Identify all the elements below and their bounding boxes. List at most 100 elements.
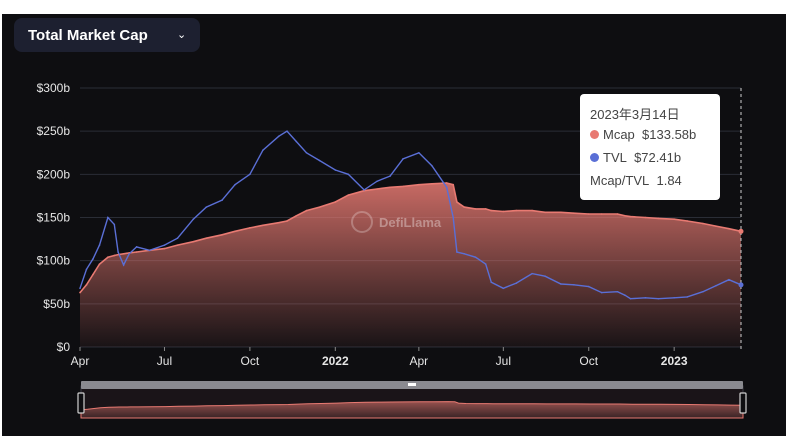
mcap-point (544, 211, 546, 214)
tvl-point (644, 296, 647, 299)
tvl-point (657, 297, 660, 300)
mcap-point (515, 209, 518, 212)
tvl-dot-icon (590, 153, 599, 162)
mcap-point (600, 213, 603, 215)
mcap-point (715, 225, 717, 227)
tooltip-date: 2023年3月14日 (590, 107, 680, 122)
tooltip-ratio-label: Mcap/TVL (590, 173, 650, 188)
range-slider-grip-icon[interactable] (408, 383, 416, 386)
chevron-down-icon: ⌄ (177, 28, 187, 41)
tvl-point (531, 272, 533, 275)
tvl-point (277, 135, 280, 138)
tvl-point (452, 216, 455, 219)
mcap-point (728, 227, 730, 230)
tvl-point (122, 264, 125, 266)
mcap-point (573, 212, 575, 214)
tvl-point (192, 218, 195, 221)
metric-selector-dropdown[interactable]: Total Market Cap ⌄ (14, 18, 200, 52)
watermark-text: DefiLlama (379, 215, 442, 230)
tvl-point (92, 258, 94, 260)
tvl-point (205, 206, 208, 208)
tvl-point (463, 252, 466, 255)
mcap-point (85, 284, 88, 286)
mcap-line (79, 182, 742, 294)
tvl-point (544, 275, 546, 278)
mcap-point (163, 247, 166, 250)
tvl-point (389, 175, 391, 177)
mcap-point (135, 251, 138, 253)
tvl-point (262, 149, 264, 151)
mcap-point (657, 217, 660, 220)
mcap-point (474, 208, 477, 210)
range-slider-preview (80, 401, 744, 419)
y-tick-label: $150b (37, 211, 71, 225)
mcap-point (92, 273, 94, 276)
y-tick-label: $0 (57, 340, 71, 354)
chart-tooltip: 2023年3月14日 Mcap $133.58b TVL $72.41b Mca… (580, 94, 720, 200)
tvl-point (484, 263, 487, 265)
y-tick-label: $250b (37, 124, 71, 138)
tvl-point (715, 284, 717, 287)
mcap-point (624, 214, 626, 217)
mcap-point (456, 201, 458, 203)
tvl-point (334, 169, 337, 171)
tvl-point (98, 244, 101, 246)
mcap-point (587, 213, 590, 215)
mcap-point (305, 209, 308, 212)
mcap-point (277, 221, 280, 224)
tooltip-tvl-label: TVL (603, 150, 627, 165)
metric-selector-label: Total Market Cap (28, 27, 148, 44)
range-slider-right-handle[interactable] (739, 392, 747, 414)
x-tick-label: 2022 (322, 354, 349, 368)
x-tick-label: Apr (410, 354, 429, 368)
mcap-point (463, 206, 466, 208)
mcap-point (98, 263, 101, 265)
tvl-point (347, 173, 350, 176)
mcap-point (616, 213, 619, 215)
tvl-line (79, 130, 742, 300)
tvl-point (305, 151, 308, 154)
y-tick-label: $200b (37, 167, 71, 181)
tvl-hover-point (738, 282, 744, 288)
tvl-point (221, 199, 223, 202)
mcap-point (402, 185, 404, 188)
tvl-point (431, 164, 433, 167)
mcap-point (452, 183, 455, 186)
mcap-point (686, 220, 688, 222)
x-tick-label: Oct (241, 354, 260, 368)
mcap-point (286, 220, 288, 222)
tooltip-tvl-value: $72.41b (634, 150, 682, 165)
x-tick-label: Oct (579, 354, 598, 368)
mcap-point (262, 224, 264, 227)
mcap-point (502, 210, 505, 213)
tvl-point (295, 140, 298, 143)
y-tick-label: $100b (37, 254, 71, 268)
tvl-point (286, 130, 288, 132)
tvl-point (587, 285, 590, 288)
mcap-point (644, 216, 647, 219)
tvl-point (445, 186, 448, 189)
range-slider-left-handle[interactable] (77, 392, 85, 414)
mcap-point (560, 211, 562, 214)
y-tick-label: $50b (43, 297, 70, 311)
mcap-point (334, 201, 337, 203)
mcap-point (295, 214, 298, 217)
mcap-point (673, 218, 675, 221)
mcap-point (531, 209, 533, 212)
tvl-point (318, 159, 321, 162)
mcap-point (418, 183, 420, 186)
mcap-point (249, 227, 251, 229)
tvl-point (629, 297, 632, 300)
tvl-point (117, 251, 119, 253)
tvl-point (702, 290, 704, 293)
tvl-point (418, 151, 420, 154)
tvl-point (515, 282, 518, 284)
mcap-point (431, 183, 433, 185)
mcap-point (107, 256, 109, 259)
defillama-logo-icon (351, 211, 373, 233)
tvl-point (456, 251, 458, 253)
mcap-point (221, 233, 223, 236)
tooltip-mcap-row: Mcap $133.58b (590, 127, 696, 142)
mcap-hover-point (738, 228, 744, 234)
